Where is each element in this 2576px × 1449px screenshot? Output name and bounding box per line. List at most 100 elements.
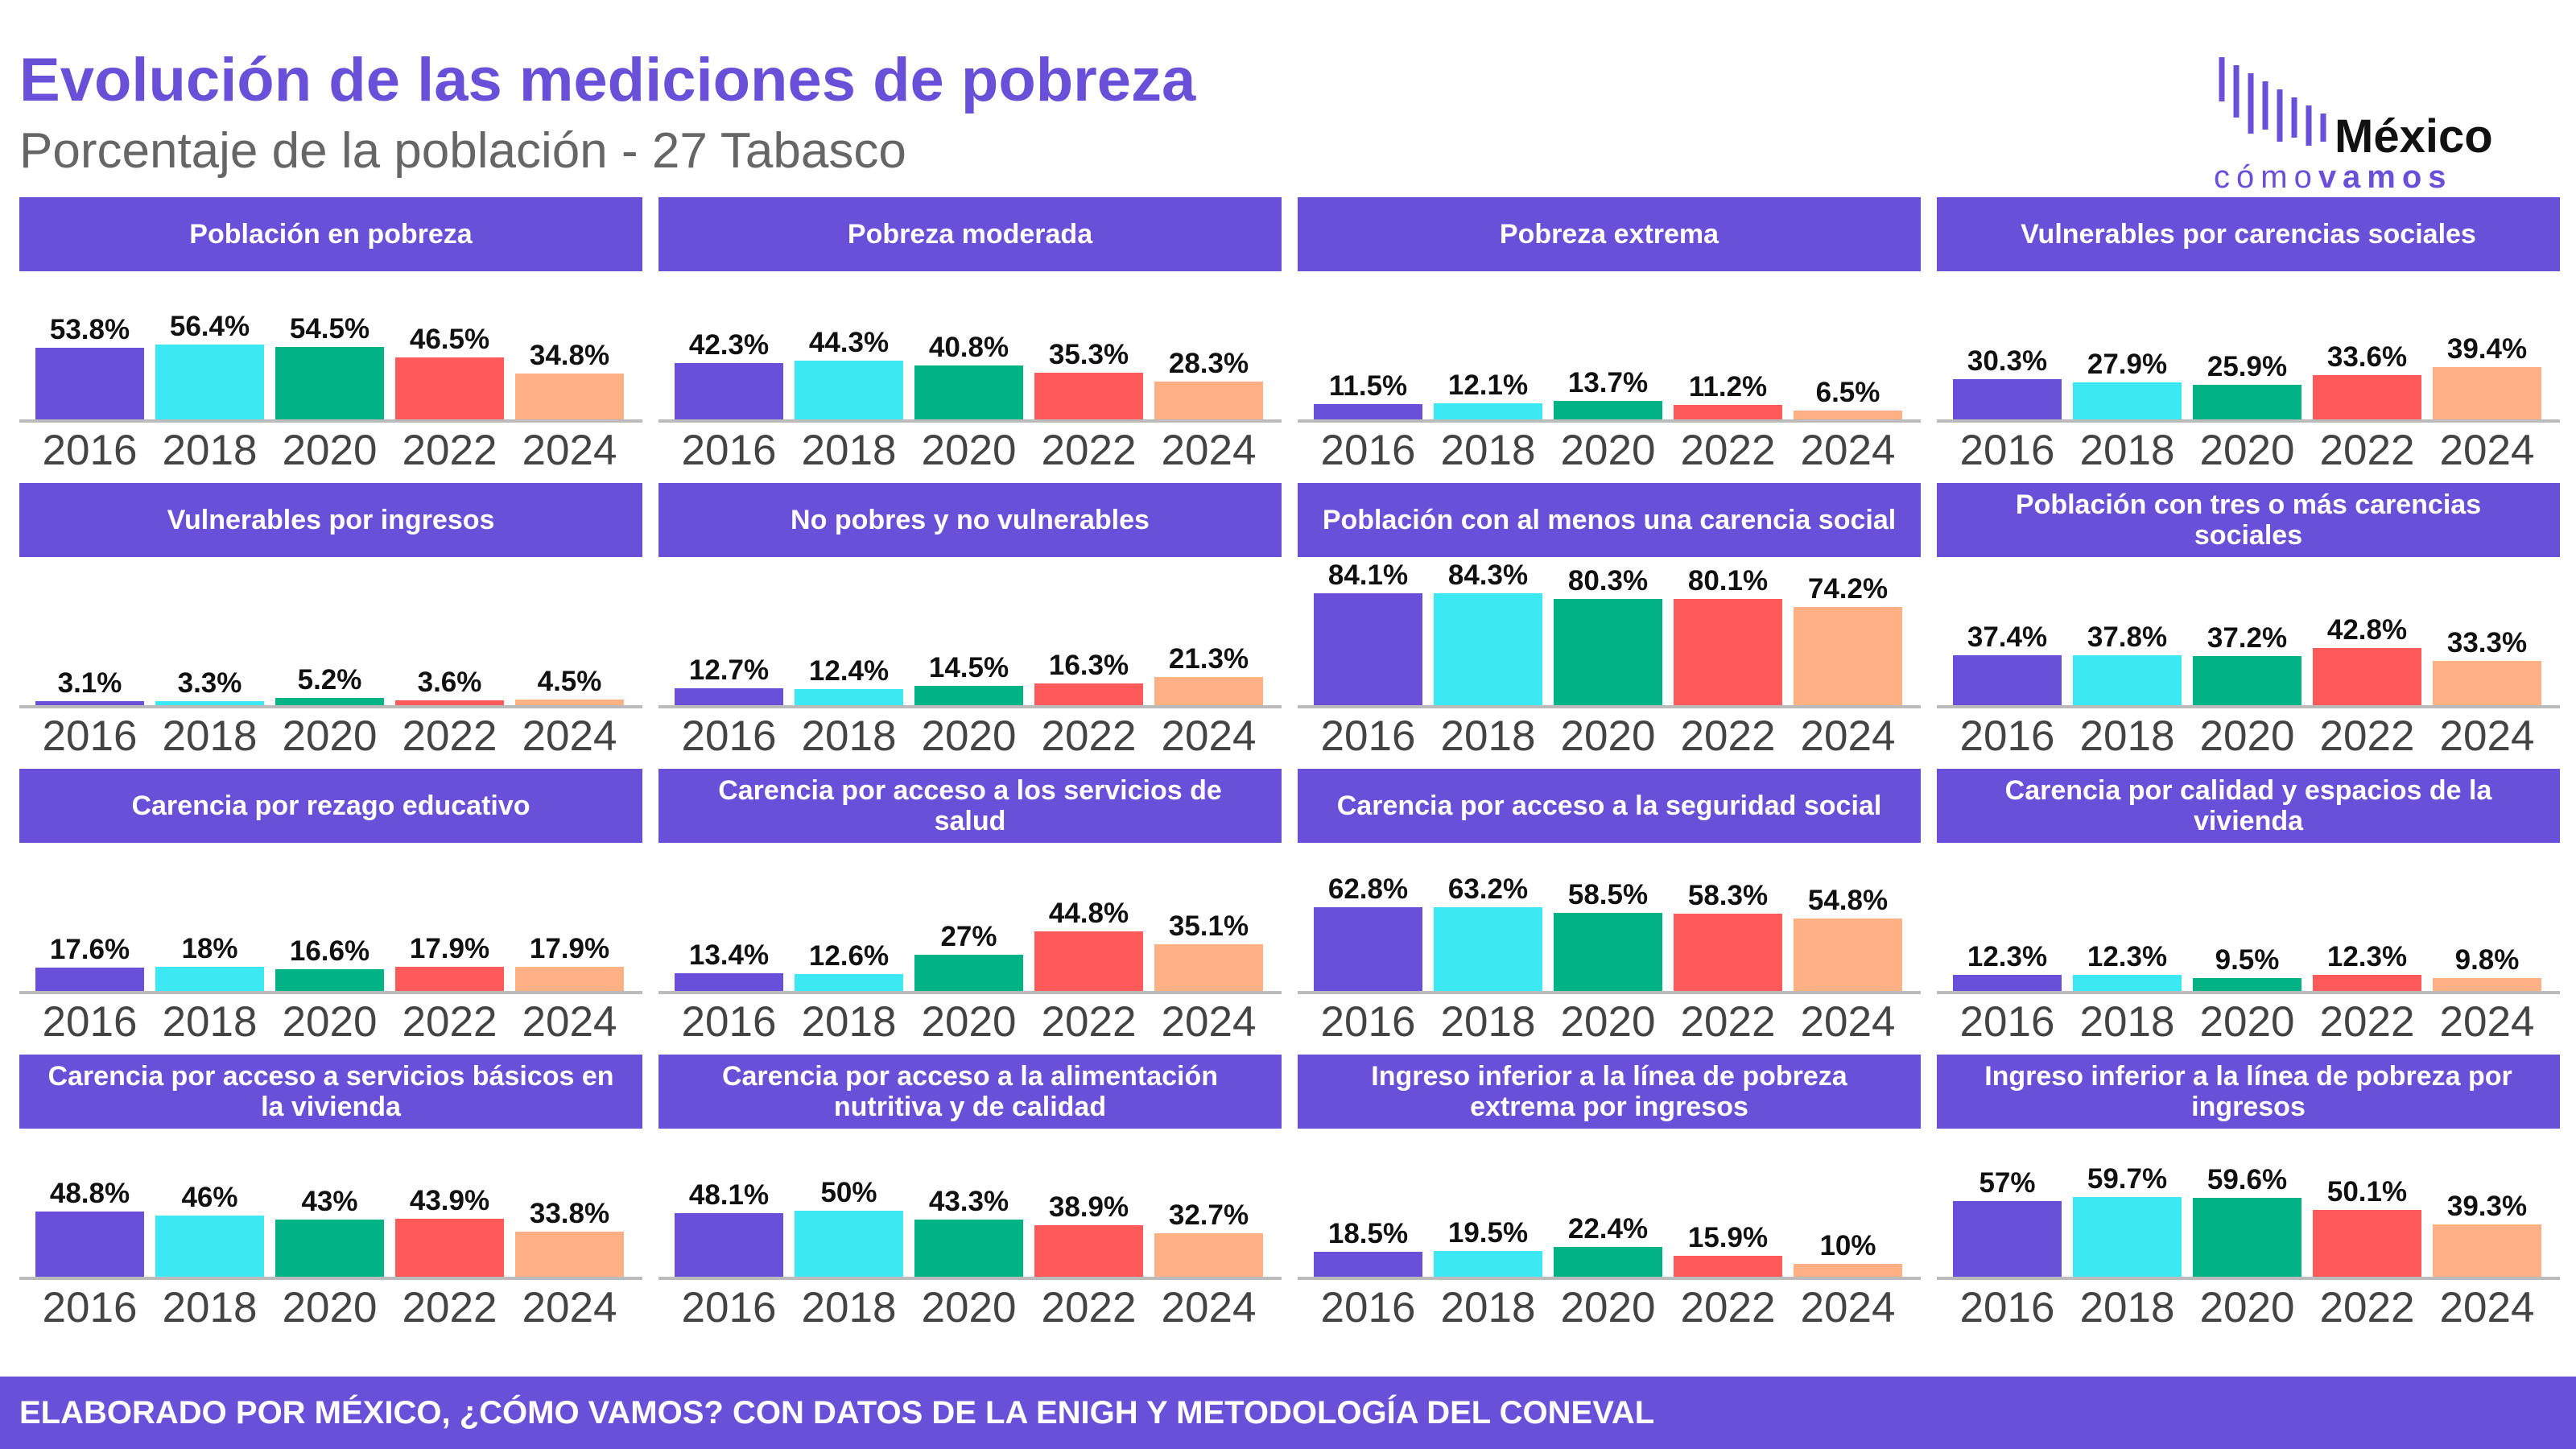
bar (275, 968, 384, 991)
value-label: 32.7% (1168, 1199, 1249, 1232)
x-tick-label: 2024 (1800, 998, 1896, 1046)
value-label: 14.5% (928, 652, 1009, 684)
value-label: 17.9% (409, 933, 490, 965)
bar (1554, 1247, 1662, 1277)
value-label: 12.3% (1967, 940, 2048, 972)
value-label: 9.8% (2454, 943, 2520, 976)
bar (1154, 944, 1263, 991)
bar (1794, 918, 1902, 991)
value-label: 27% (940, 921, 997, 953)
value-label: 50.1% (2326, 1176, 2408, 1208)
bar (155, 344, 264, 419)
value-label: 80.3% (1567, 564, 1649, 597)
value-label: 10% (1819, 1229, 1876, 1261)
bar (1434, 906, 1542, 991)
x-tick-label: 2018 (801, 427, 897, 474)
bar (1434, 1250, 1542, 1277)
logo-tagline-2: vamos (2318, 159, 2453, 195)
x-tick-label: 2022 (2319, 998, 2415, 1046)
axis-line (658, 705, 1282, 708)
x-tick-label: 2016 (1320, 1284, 1416, 1331)
x-tick-label: 2020 (1560, 998, 1656, 1046)
bar (1554, 598, 1662, 705)
bar (1154, 382, 1263, 419)
x-tick-label: 2016 (1959, 712, 2055, 760)
bar (2313, 648, 2421, 705)
bar (1554, 401, 1662, 419)
x-tick-label: 2022 (1041, 712, 1137, 760)
value-label: 62.8% (1327, 873, 1409, 906)
x-tick-label: 2018 (162, 712, 258, 760)
x-tick-label: 2016 (42, 998, 138, 1046)
x-tick-label: 2022 (2319, 427, 2415, 474)
value-label: 5.2% (297, 664, 362, 696)
value-label: 12.1% (1447, 369, 1529, 402)
bar (1953, 974, 2062, 991)
value-label: 17.9% (529, 933, 610, 965)
x-tick-label: 2022 (2319, 712, 2415, 760)
value-label: 58.3% (1687, 879, 1769, 911)
axis-line (1298, 705, 1921, 708)
value-label: 22.4% (1567, 1213, 1649, 1245)
bar (2193, 655, 2301, 705)
x-tick-label: 2016 (42, 712, 138, 760)
x-tick-label: 2022 (2319, 1284, 2415, 1331)
x-tick-label: 2020 (2199, 1284, 2295, 1331)
subtitle: Porcentaje de la población - 27 Tabasco (19, 123, 906, 179)
x-tick-label: 2022 (1680, 1284, 1776, 1331)
value-label: 84.3% (1447, 559, 1529, 591)
x-tick-label: 2022 (402, 998, 497, 1046)
panel-title: Población con tres o más carencias socia… (1937, 483, 2560, 557)
value-label: 13.7% (1567, 367, 1649, 399)
x-tick-label: 2018 (162, 998, 258, 1046)
bar (1674, 913, 1782, 991)
x-tick-label: 2016 (681, 712, 777, 760)
bar (1674, 1255, 1782, 1277)
axis-line (1298, 419, 1921, 423)
bar (275, 347, 384, 419)
bar (515, 373, 624, 419)
x-tick-label: 2016 (681, 998, 777, 1046)
value-label: 46.5% (409, 324, 490, 356)
value-label: 33.6% (2326, 341, 2408, 373)
value-label: 6.5% (1815, 377, 1880, 409)
bar (2433, 661, 2541, 705)
panel-title: Carencia por acceso a servicios básicos … (19, 1055, 642, 1129)
value-label: 3.3% (177, 667, 242, 699)
bar (2073, 1197, 2182, 1277)
x-tick-label: 2016 (1959, 998, 2055, 1046)
bar (2313, 374, 2421, 419)
bar (155, 1216, 264, 1277)
value-label: 4.5% (537, 665, 602, 697)
axis-line (1937, 1277, 2560, 1280)
x-tick-label: 2024 (1161, 998, 1257, 1046)
bar (2193, 978, 2301, 991)
value-label: 34.8% (529, 339, 610, 371)
value-label: 35.1% (1168, 910, 1249, 943)
x-tick-label: 2020 (282, 998, 378, 1046)
bar (2073, 654, 2182, 705)
value-label: 12.7% (688, 654, 770, 687)
bar (675, 688, 783, 705)
bar (2433, 366, 2541, 419)
axis-line (19, 991, 642, 994)
bar (515, 699, 624, 705)
x-tick-label: 2020 (2199, 712, 2295, 760)
x-tick-label: 2022 (1680, 427, 1776, 474)
value-label: 35.3% (1048, 338, 1129, 370)
value-label: 48.1% (688, 1179, 770, 1211)
value-label: 12.6% (808, 940, 890, 972)
x-tick-label: 2020 (1560, 427, 1656, 474)
x-tick-label: 2018 (2079, 427, 2175, 474)
x-tick-label: 2024 (522, 1284, 617, 1331)
bar (1314, 907, 1422, 991)
value-label: 84.1% (1327, 559, 1409, 592)
logo-bars (2219, 57, 2326, 146)
x-tick-label: 2022 (402, 712, 497, 760)
x-tick-label: 2018 (162, 427, 258, 474)
x-tick-label: 2022 (1680, 712, 1776, 760)
value-label: 15.9% (1687, 1221, 1769, 1253)
value-label: 33.3% (2446, 627, 2528, 659)
bar (675, 363, 783, 419)
